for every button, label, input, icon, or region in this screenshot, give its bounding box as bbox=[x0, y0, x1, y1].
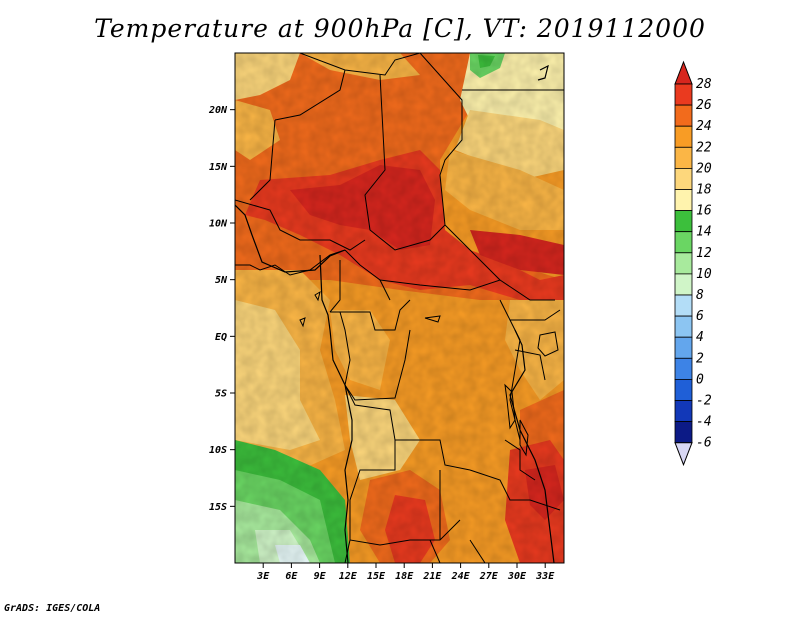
colorbar-swatch bbox=[674, 273, 693, 296]
temperature-field bbox=[235, 53, 564, 563]
lon-tick-label: 12E bbox=[339, 571, 358, 582]
colorbar-swatch bbox=[674, 125, 693, 148]
grads-credit: GrADS: IGES/COLA bbox=[4, 603, 101, 614]
colorbar-level-label: 6 bbox=[696, 309, 704, 324]
colorbar-level-label: 14 bbox=[696, 225, 712, 240]
colorbar-swatch bbox=[674, 231, 693, 254]
colorbar-level-label: 12 bbox=[696, 246, 712, 261]
colorbar-bottom-arrow bbox=[674, 442, 693, 467]
colorbar-top-arrow bbox=[674, 60, 693, 85]
lat-tick-label: EQ bbox=[215, 332, 227, 343]
lat-tick-label: 20N bbox=[208, 105, 228, 116]
colorbar-level-label: 16 bbox=[696, 204, 712, 219]
lat-tick-label: 5N bbox=[215, 275, 228, 286]
lon-tick-label: 3E bbox=[256, 571, 270, 582]
colorbar-swatch bbox=[674, 357, 693, 380]
colorbar-level-label: 20 bbox=[696, 161, 712, 176]
map-axes: 3E 6E 9E 12E 15E 18E 21E 24E 27E 30E 33E 20N 15N 10N 5… bbox=[208, 105, 555, 582]
colorbar-level-label: -4 bbox=[696, 415, 712, 430]
lat-tick-label: 15N bbox=[209, 162, 228, 173]
colorbar-level-label: 24 bbox=[696, 119, 712, 134]
colorbar-level-label: 28 bbox=[696, 77, 712, 92]
colorbar-swatch bbox=[674, 294, 693, 317]
chart-title: Temperature at 900hPa [C], VT: 201911200… bbox=[94, 14, 706, 43]
lon-tick-label: 9E bbox=[314, 571, 327, 582]
colorbar-swatch bbox=[674, 210, 693, 233]
colorbar-level-label: 4 bbox=[696, 330, 704, 345]
lon-tick-label: 30E bbox=[507, 571, 527, 582]
colorbar-level-label: 2 bbox=[696, 351, 704, 366]
lon-tick-label: 33E bbox=[535, 571, 555, 582]
lat-tick-label: 10S bbox=[209, 445, 227, 456]
colorbar-level-label: 18 bbox=[696, 183, 712, 198]
colorbar-swatch bbox=[674, 315, 693, 338]
lat-tick-label: 10N bbox=[209, 219, 228, 230]
colorbar-swatch bbox=[674, 336, 693, 359]
colorbar-level-label: 10 bbox=[696, 267, 712, 282]
map-frame bbox=[234, 52, 565, 564]
coastline bbox=[235, 64, 555, 563]
lon-tick-label: 27E bbox=[479, 571, 499, 582]
colorbar-level-label: 8 bbox=[696, 288, 704, 303]
colorbar-swatch bbox=[674, 83, 693, 106]
colorbar-swatch bbox=[674, 252, 693, 275]
colorbar-swatch bbox=[674, 104, 693, 127]
lon-tick-label: 15E bbox=[367, 571, 386, 582]
lon-tick-label: 6E bbox=[285, 571, 298, 582]
colorbar-level-label: -2 bbox=[696, 394, 712, 409]
colorbar-swatch bbox=[674, 167, 693, 190]
lat-tick-label: 5S bbox=[215, 389, 227, 400]
lat-tick-label: 15S bbox=[209, 502, 227, 513]
colorbar-swatch bbox=[674, 146, 693, 169]
colorbar-level-label: 0 bbox=[696, 372, 704, 387]
colorbar-swatch bbox=[674, 400, 693, 423]
colorbar-level-label: 26 bbox=[696, 98, 712, 113]
lon-tick-label: 24E bbox=[451, 571, 471, 582]
lakes bbox=[299, 290, 559, 457]
colorbar-level-label: -6 bbox=[696, 436, 712, 451]
colorbar-level-label: 22 bbox=[696, 140, 712, 155]
lon-tick-label: 18E bbox=[395, 571, 414, 582]
colorbar-swatch bbox=[674, 378, 693, 401]
country-borders bbox=[235, 53, 564, 563]
colorbar-swatch bbox=[674, 421, 693, 444]
colorbar-swatch bbox=[674, 189, 693, 212]
lon-tick-label: 21E bbox=[422, 571, 442, 582]
